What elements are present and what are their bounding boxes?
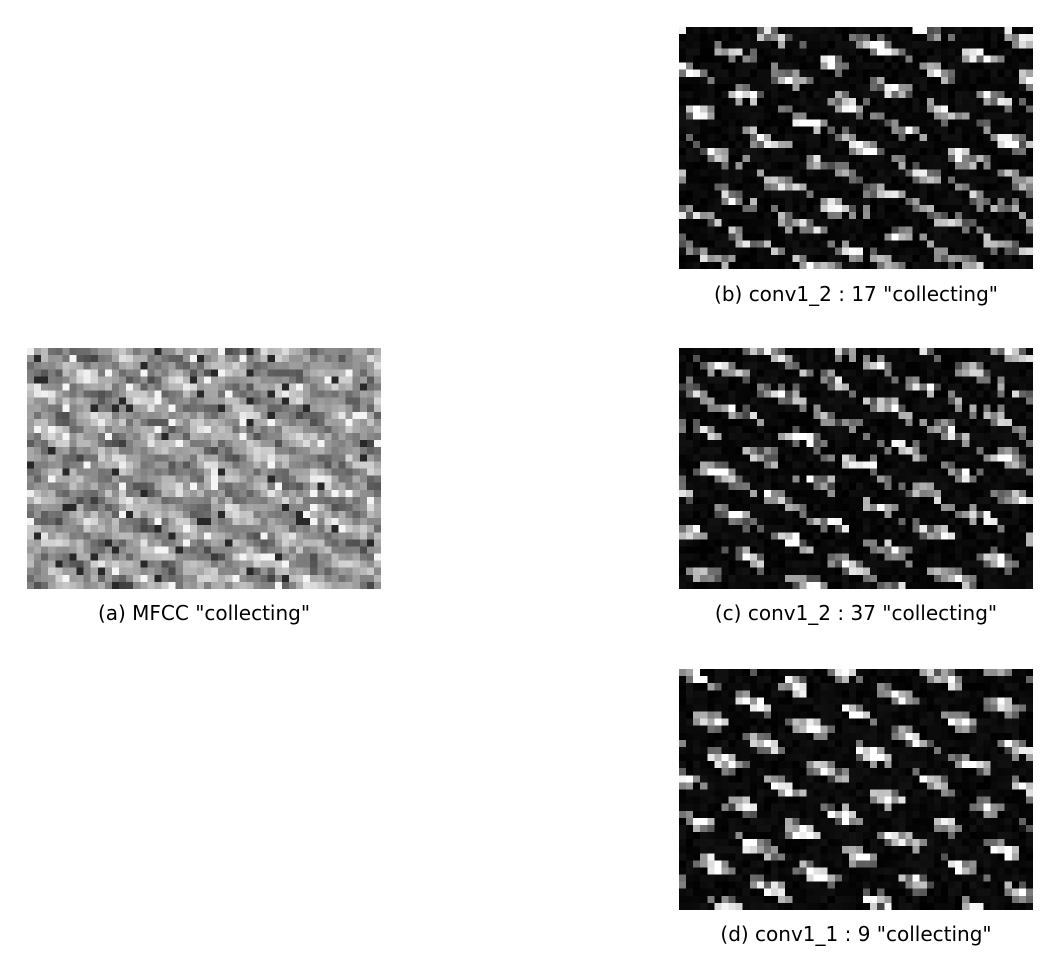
figure-panel-mfcc: (a) MFCC "collecting" xyxy=(27,348,381,625)
figure-panel-conv1-2-37: (c) conv1_2 : 37 "collecting" xyxy=(679,348,1033,625)
activation-map-image-b xyxy=(679,27,1033,269)
figure-panel-conv1-2-17: (b) conv1_2 : 17 "collecting" xyxy=(679,27,1033,306)
caption-d: (d) conv1_1 : 9 "collecting" xyxy=(720,922,992,946)
mfcc-heatmap-image xyxy=(27,348,381,589)
caption-c: (c) conv1_2 : 37 "collecting" xyxy=(714,601,998,625)
activation-map-image-c xyxy=(679,348,1033,589)
caption-a: (a) MFCC "collecting" xyxy=(97,601,311,625)
figure-panel-conv1-1-9: (d) conv1_1 : 9 "collecting" xyxy=(679,669,1033,946)
caption-b: (b) conv1_2 : 17 "collecting" xyxy=(714,282,998,306)
activation-map-image-d xyxy=(679,669,1033,910)
